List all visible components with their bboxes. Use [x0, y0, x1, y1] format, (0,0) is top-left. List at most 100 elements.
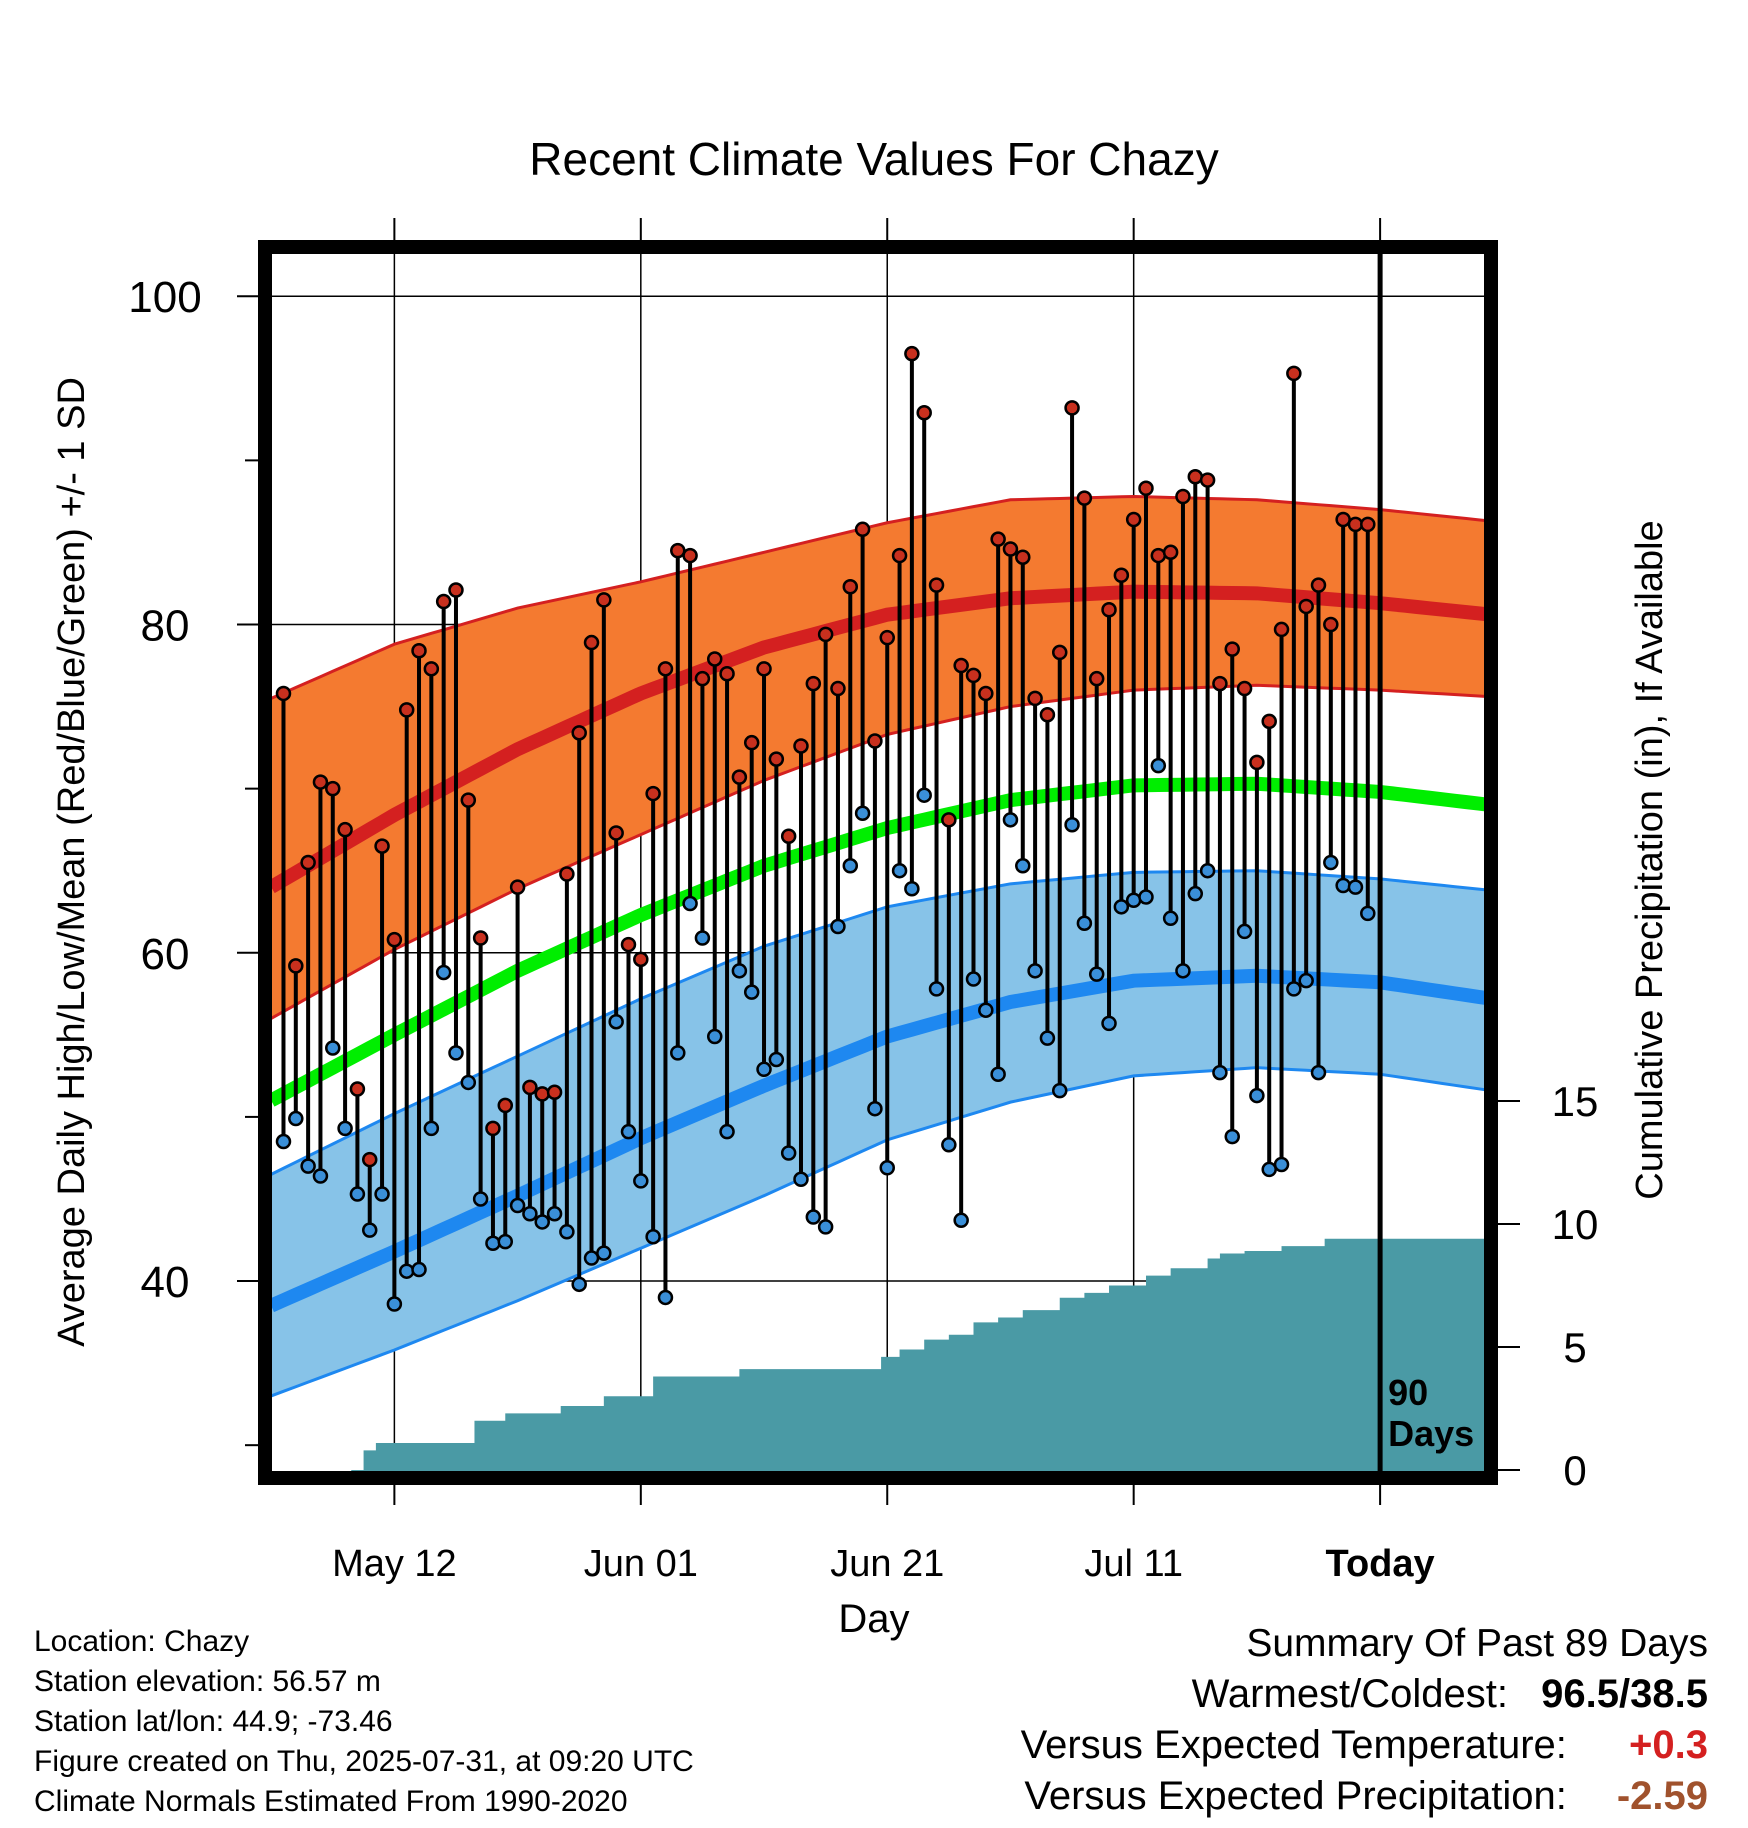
- y-tick-label: 60: [141, 930, 190, 979]
- daily-low-point: [583, 1250, 600, 1266]
- daily-high-point: [830, 680, 846, 697]
- daily-high-point: [817, 626, 834, 643]
- daily-low-point: [1273, 1156, 1290, 1173]
- daily-observations: [275, 345, 1376, 1312]
- daily-high-point: [1015, 549, 1031, 565]
- daily-high-point: [460, 792, 477, 808]
- daily-low-point: [312, 1168, 329, 1184]
- daily-high-point: [509, 879, 526, 895]
- today-days-number: 90: [1388, 1372, 1428, 1413]
- daily-high-point: [1113, 567, 1130, 584]
- daily-high-point: [374, 838, 390, 854]
- daily-high-point: [312, 774, 329, 790]
- daily-low-point: [288, 1110, 304, 1127]
- daily-high-point: [645, 785, 661, 802]
- daily-high-point: [854, 521, 871, 538]
- daily-high-point: [522, 1079, 538, 1096]
- daily-high-point: [1236, 680, 1253, 697]
- x-tick-label: Jun 01: [584, 1543, 698, 1585]
- daily-high-point: [423, 661, 440, 677]
- precip-value: -2.59: [1616, 1774, 1708, 1818]
- daily-high-point: [1187, 469, 1204, 485]
- daily-low-point: [706, 1028, 723, 1045]
- daily-high-point: [386, 931, 403, 948]
- daily-low-point: [990, 1066, 1006, 1082]
- daily-low-point: [435, 964, 452, 981]
- daily-low-point: [1286, 981, 1302, 997]
- daily-high-point: [1261, 713, 1277, 730]
- summary-title: Summary Of Past 89 Days: [1246, 1622, 1708, 1665]
- precip-label: Versus Expected Precipitation:: [1024, 1774, 1567, 1818]
- daily-low-point: [1002, 812, 1019, 828]
- daily-low-point: [608, 1013, 624, 1030]
- daily-high-point: [608, 825, 624, 841]
- daily-high-point: [620, 936, 637, 953]
- daily-high-point: [1138, 480, 1154, 497]
- daily-high-point: [1212, 675, 1228, 692]
- daily-low-point: [670, 1045, 686, 1061]
- daily-low-point: [657, 1289, 674, 1306]
- daily-low-point: [645, 1228, 661, 1245]
- daily-low-point: [1138, 889, 1154, 905]
- daily-low-point: [497, 1233, 514, 1250]
- daily-low-point: [1051, 1082, 1068, 1099]
- daily-high-point: [657, 661, 674, 677]
- warm-cold-row: Warmest/Coldest: 96.5/38.5: [1021, 1669, 1708, 1720]
- daily-low-point: [633, 1173, 649, 1189]
- y2-tick-label: 10: [1552, 1201, 1599, 1248]
- daily-low-point: [1039, 1030, 1056, 1046]
- daily-low-point: [571, 1276, 587, 1293]
- daily-low-point: [891, 862, 908, 879]
- temp-row: Versus Expected Temperature: +0.3: [1021, 1720, 1708, 1771]
- temp-label: Versus Expected Temperature:: [1020, 1723, 1567, 1767]
- y2-tick-label: 15: [1552, 1078, 1599, 1125]
- daily-low-point: [817, 1219, 834, 1235]
- y-tick-label: 80: [141, 602, 190, 651]
- daily-low-point: [1323, 854, 1339, 871]
- daily-high-point: [337, 821, 353, 838]
- daily-low-point: [1150, 757, 1167, 774]
- daily-low-point: [1224, 1128, 1240, 1145]
- y-axis-label: Average Daily High/Low/Mean (Red/Blue/Gr…: [51, 377, 93, 1347]
- daily-low-point: [448, 1045, 464, 1061]
- daily-low-point: [1212, 1064, 1228, 1081]
- daily-low-point: [546, 1205, 563, 1222]
- daily-high-point: [1076, 490, 1093, 506]
- daily-low-point: [1187, 885, 1204, 902]
- y-tick-label: 40: [141, 1258, 190, 1307]
- daily-low-point: [386, 1296, 403, 1312]
- daily-high-point: [941, 812, 957, 828]
- high-sd-band-upper-edge: [270, 494, 1492, 700]
- daily-low-point: [559, 1224, 575, 1240]
- plot-frame: [258, 240, 1498, 1485]
- precip-row: Versus Expected Precipitation: -2.59: [1021, 1771, 1708, 1822]
- daily-low-point: [411, 1261, 427, 1278]
- daily-high-point: [411, 643, 427, 659]
- daily-low-point: [928, 981, 945, 997]
- daily-high-point: [682, 547, 698, 564]
- daily-high-point: [953, 657, 969, 674]
- daily-high-point: [990, 531, 1006, 547]
- daily-low-point: [978, 1002, 994, 1018]
- warm-cold-label: Warmest/Coldest:: [1191, 1672, 1509, 1716]
- daily-low-point: [596, 1245, 612, 1261]
- daily-high-point: [472, 930, 489, 946]
- daily-high-point: [633, 951, 649, 968]
- daily-high-point: [1298, 598, 1314, 615]
- normal-mean-line: [267, 776, 1492, 1107]
- daily-low-point: [965, 971, 982, 987]
- chart-title: Recent Climate Values For Chazy: [529, 133, 1218, 185]
- daily-high-point: [435, 593, 452, 610]
- x-tick-label: Today: [1326, 1543, 1435, 1585]
- x-tick-label: Jul 11: [1084, 1543, 1183, 1585]
- cumulative-precip-area: [351, 1238, 1492, 1478]
- daily-low-point: [842, 858, 859, 874]
- daily-high-point: [891, 547, 908, 564]
- daily-high-point: [1002, 541, 1019, 557]
- today-days-word: Days: [1388, 1413, 1474, 1454]
- daily-low-point: [522, 1205, 538, 1222]
- daily-low-point: [620, 1123, 637, 1140]
- station-info: Location: Chazy Station elevation: 56.57…: [34, 1622, 694, 1822]
